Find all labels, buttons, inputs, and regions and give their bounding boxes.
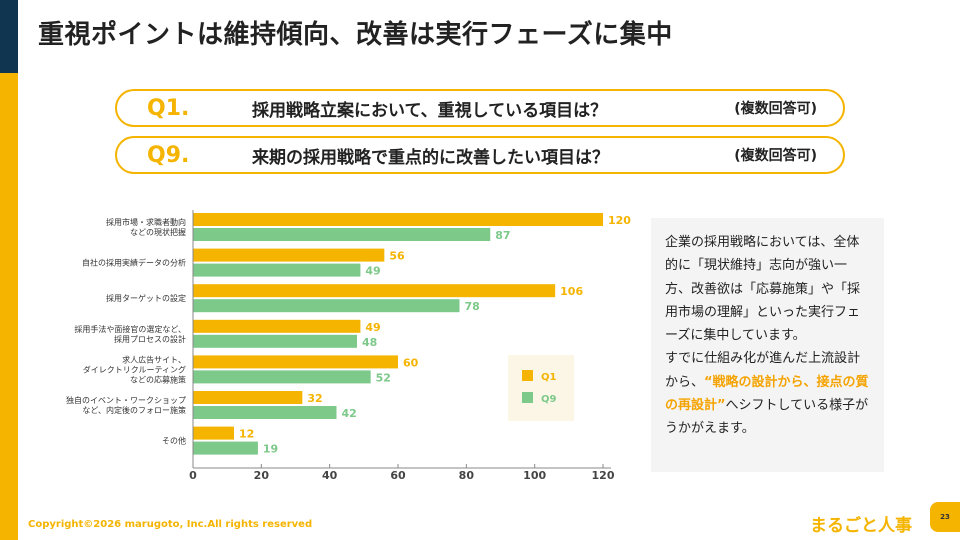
question-text: 採用戦略立案において、重視している項目は？ <box>252 100 608 121</box>
category-label: などの応募施策 <box>130 374 186 384</box>
question-q1: Q1. 採用戦略立案において、重視している項目は？ (複数回答可) <box>115 89 845 127</box>
bar-q9 <box>193 299 460 313</box>
summary-paragraph-2: すでに仕組み化が進んだ上流設計から、“戦略の設計から、接点の質の再設計”へシフト… <box>665 347 870 440</box>
page-number: 23 <box>930 502 960 532</box>
category-label: 採用プロセスの設計 <box>114 334 186 344</box>
x-tick-label: 60 <box>390 469 406 482</box>
category-label: 採用手法や面接官の選定など、 <box>74 324 186 334</box>
legend-box <box>508 355 574 421</box>
bar-q1 <box>193 319 361 333</box>
data-label: 78 <box>465 300 480 313</box>
question-note: (複数回答可) <box>734 148 817 164</box>
legend-label: Q9 <box>541 394 557 405</box>
category-label: など、内定後のフォロー施策 <box>82 405 186 415</box>
bar-q1 <box>193 426 234 440</box>
data-label: 106 <box>560 285 583 298</box>
x-tick-label: 0 <box>189 469 197 482</box>
category-label: 独自のイベント・ワークショップ <box>66 395 186 405</box>
category-label: 求人広告サイト、 <box>122 354 186 364</box>
brand-logo: まるごと人事 <box>810 516 912 536</box>
data-label: 49 <box>365 321 380 334</box>
bar-q1 <box>193 284 556 298</box>
question-note: (複数回答可) <box>734 101 817 117</box>
summary-highlight: “戦略の設計から、接点の質の再設計” <box>665 374 869 414</box>
bar-q9 <box>193 228 491 241</box>
bar-q1 <box>193 248 385 262</box>
category-label: ダイレクトリクルーティング <box>83 364 186 374</box>
data-label: 42 <box>342 407 357 420</box>
legend-swatch <box>522 392 533 403</box>
bar-q1 <box>193 213 603 226</box>
legend-label: Q1 <box>541 372 557 383</box>
x-tick-label: 100 <box>523 469 546 482</box>
question-number: Q1. <box>147 95 190 121</box>
data-label: 87 <box>495 229 510 242</box>
legend-swatch <box>522 370 533 381</box>
question-text: 来期の採用戦略で重点的に改善したい項目は？ <box>252 147 609 168</box>
summary-text: へシフトしている様子がうかがえます。 <box>665 398 869 437</box>
data-label: 49 <box>365 265 380 278</box>
bar-chart: 12087採用市場・求職者動向などの現状把握5649自社の採用実績データの分析1… <box>66 210 631 482</box>
bar-q1 <box>193 355 398 369</box>
bar-q1 <box>193 391 303 404</box>
bar-q9 <box>193 406 337 419</box>
bar-q9 <box>193 263 361 277</box>
category-label: 自社の採用実績データの分析 <box>82 258 186 268</box>
data-label: 32 <box>307 392 322 405</box>
x-tick-label: 80 <box>459 469 475 482</box>
category-label: その他 <box>162 436 186 446</box>
x-tick-label: 20 <box>254 469 270 482</box>
accent-bar-yellow <box>0 73 18 540</box>
data-label: 48 <box>362 336 377 349</box>
summary-box: 企業の採用戦略においては、全体的に「現状維持」志向が強い一方、改善欲は「応募施策… <box>651 218 884 472</box>
category-label: 採用ターゲットの設定 <box>106 293 186 303</box>
data-label: 12 <box>239 428 254 441</box>
question-number: Q9. <box>147 142 190 168</box>
data-label: 52 <box>376 371 391 384</box>
category-label: 採用市場・求職者動向 <box>106 217 186 227</box>
summary-paragraph-1: 企業の採用戦略においては、全体的に「現状維持」志向が強い一方、改善欲は「応募施策… <box>665 235 861 344</box>
x-tick-label: 40 <box>322 469 338 482</box>
data-label: 19 <box>263 443 278 456</box>
accent-bar-navy <box>0 0 18 73</box>
bar-q9 <box>193 334 357 348</box>
x-tick-label: 120 <box>592 469 615 482</box>
data-label: 56 <box>389 250 405 263</box>
summary-text: すでに仕組み化が進んだ上流設計から、 <box>665 351 861 390</box>
bar-q9 <box>193 370 371 384</box>
copyright: Copyright©2026 marugoto, Inc.All rights … <box>28 519 313 530</box>
category-label: などの現状把握 <box>130 227 186 237</box>
data-label: 120 <box>608 214 631 227</box>
page-title: 重視ポイントは維持傾向、改善は実行フェーズに集中 <box>38 20 673 50</box>
bar-q9 <box>193 441 258 455</box>
data-label: 60 <box>403 356 419 369</box>
question-q9: Q9. 来期の採用戦略で重点的に改善したい項目は？ (複数回答可) <box>115 136 845 174</box>
